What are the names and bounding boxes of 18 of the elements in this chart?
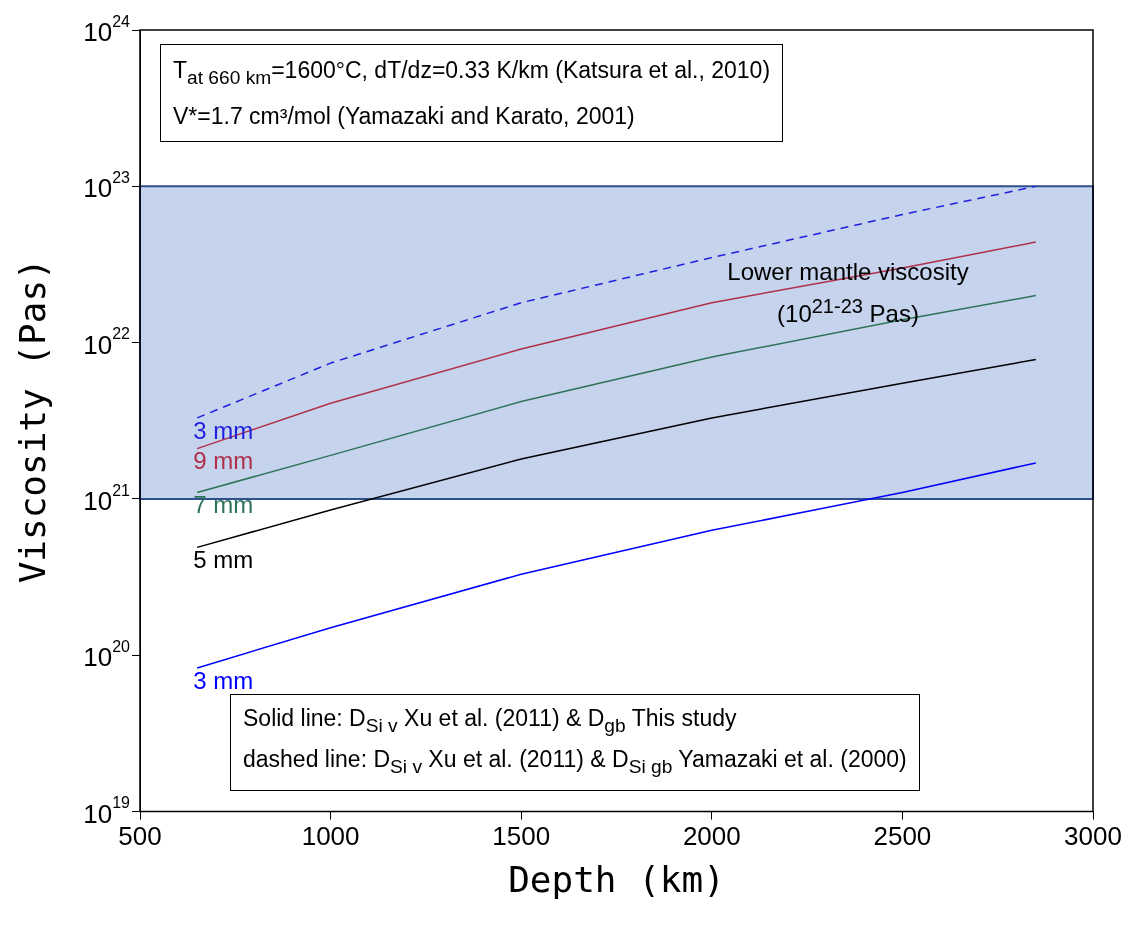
x-tick-label: 500 [118,821,162,852]
annotation: dashed line: D$_{Si v}$ Xu et al. (2011) & D$_{Si gb}$ Yamazaki et al. (2000) [243,745,907,779]
series-label: 3 mm [193,666,254,694]
annotation: Solid line: D$_{Si v}$ Xu et al. (2011) & D$_{gb}$ This study [243,703,738,738]
series-label: 9 mm [193,447,254,475]
x-axis-title: Depth (km) [508,858,725,900]
x-tick-label: 1000 [301,821,360,852]
line-series [196,185,1037,419]
x-tick-label: 2000 [682,821,741,852]
annotation: T$_{at 660 km}$=1600°C, dT/dz=0.33 K/km (Katsura et al., 2010) [173,56,771,90]
band-label: Lower mantle viscosity (10$^{21-23}$ Pas) [726,257,970,330]
series-label: 3 mm [193,416,254,444]
x-tick-label: 1500 [492,821,551,852]
x-tick-label: 2500 [873,821,932,852]
y-axis-title: Viscosity (Pas) [11,258,53,584]
annotation: V*=1.7 cm³/mol (Yamazaki and Karato, 2001) [173,101,636,131]
x-tick-label: 3000 [1064,821,1122,852]
series-label: 5 mm [193,546,254,574]
